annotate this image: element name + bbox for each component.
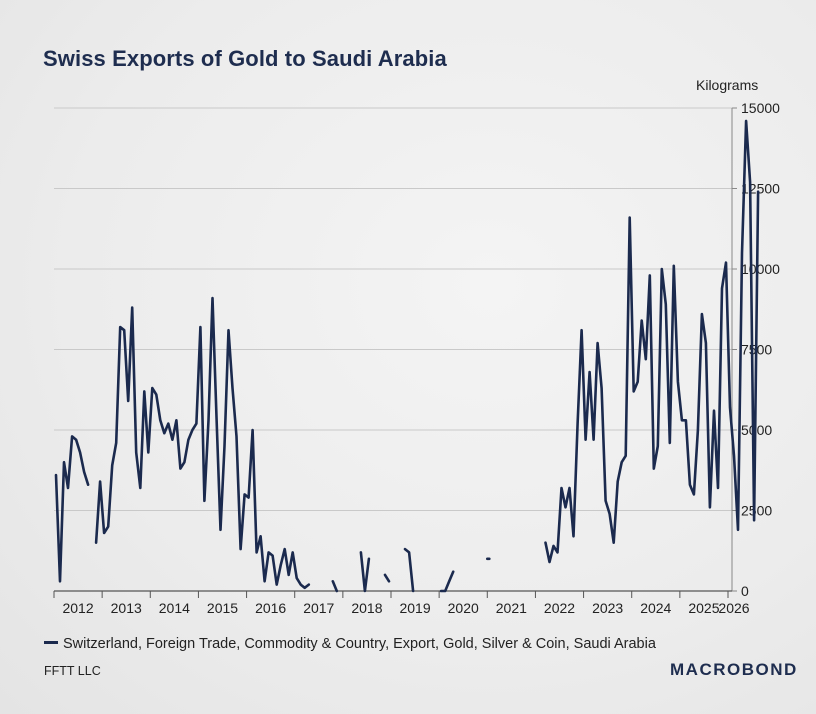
series-line-segment	[359, 551, 371, 593]
x-tick-label: 2025	[688, 600, 719, 616]
series-line-segment	[439, 570, 455, 593]
x-tick-label: 2020	[448, 600, 479, 616]
x-tick-label: 2017	[303, 600, 334, 616]
series-line-segment	[403, 547, 415, 593]
series-line-segment	[54, 435, 90, 583]
x-tick-label: 2024	[640, 600, 671, 616]
y-tick-label: 12500	[741, 181, 780, 197]
x-tick-label: 2026	[718, 600, 749, 616]
y-tick-label: 5000	[741, 422, 772, 438]
chart-title: Swiss Exports of Gold to Saudi Arabia	[43, 46, 447, 71]
y-tick-label: 2500	[741, 503, 772, 519]
y-tick-label: 10000	[741, 261, 780, 277]
series-line-segment	[544, 119, 760, 564]
x-tick-label: 2021	[496, 600, 527, 616]
x-tick-label: 2022	[544, 600, 575, 616]
x-axis: 2012 2013 2014 2015 2016 2017 2018 2019 2020 2021…	[53, 590, 750, 616]
x-tick-label: 2019	[399, 600, 430, 616]
x-tick-label: 2012	[62, 600, 93, 616]
legend-label: Switzerland, Foreign Trade, Commodity & …	[63, 636, 656, 652]
series-line-segment	[383, 573, 391, 583]
brand-logo: MACROBOND	[670, 660, 798, 679]
x-tick-label: 2014	[159, 600, 190, 616]
x-tick-label: 2015	[207, 600, 238, 616]
x-tick-label: 2023	[592, 600, 623, 616]
series-lines	[54, 119, 760, 593]
gridlines	[54, 107, 732, 511]
series-line-segment	[94, 296, 311, 590]
x-tick-label: 2013	[111, 600, 142, 616]
legend-swatch	[44, 640, 58, 644]
source-label: FFTT LLC	[44, 664, 101, 678]
y-axis-unit-label: Kilograms	[696, 77, 759, 93]
legend: Switzerland, Foreign Trade, Commodity & …	[44, 636, 656, 652]
y-tick-label: 0	[741, 583, 749, 599]
series-line-segment	[331, 579, 339, 593]
x-tick-label: 2018	[351, 600, 382, 616]
y-tick-label: 15000	[741, 100, 780, 116]
x-tick-label: 2016	[255, 600, 286, 616]
